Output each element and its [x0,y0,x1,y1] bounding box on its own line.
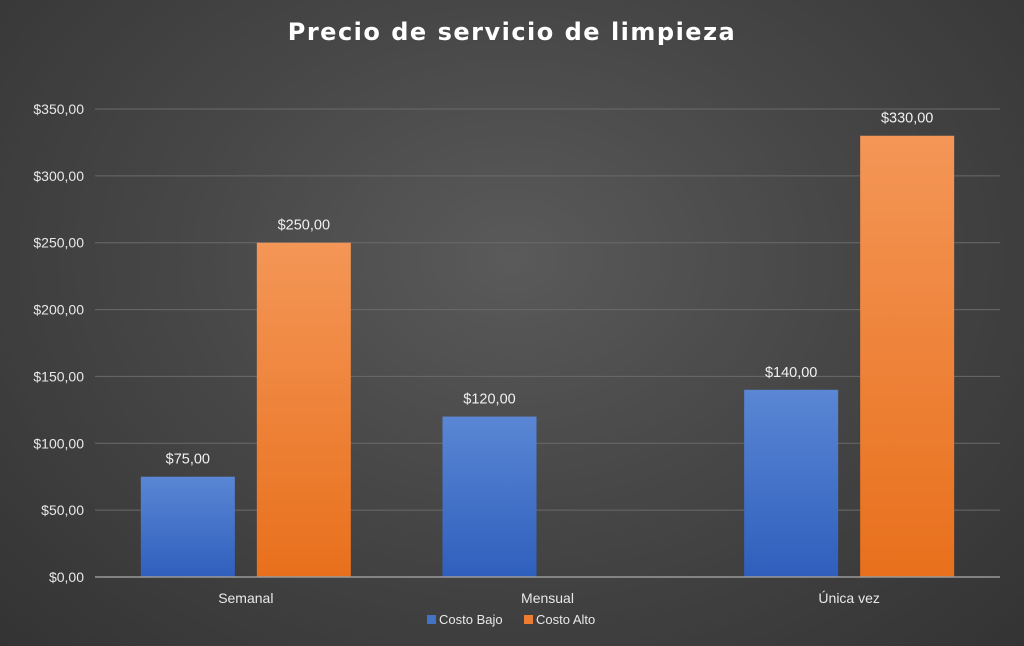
x-tick-label: Mensual [521,590,574,606]
bar-costo-bajo-mensual [442,416,537,577]
legend-item-costo-bajo: Costo Bajo [427,612,503,627]
y-tick-label: $250,00 [33,235,84,251]
data-label-costo-bajo-mensual: $120,00 [463,392,515,408]
y-tick-label: $200,00 [33,302,84,318]
legend: Costo Bajo Costo Alto [427,612,595,627]
chart-title: Precio de servicio de limpieza [288,18,737,46]
legend-label: Costo Bajo [439,612,503,627]
y-tick-label: $50,00 [41,502,84,518]
y-tick-label: $350,00 [33,101,84,117]
data-labels: $75,00 $250,00 $120,00 $140,00 $330,00 [166,111,934,468]
legend-item-costo-alto: Costo Alto [524,612,595,627]
y-tick-label: $100,00 [33,435,84,451]
data-label-costo-bajo-semanal: $75,00 [166,452,210,468]
gridlines [95,108,1000,511]
x-tick-label: Única vez [818,590,879,606]
y-tick-label: $150,00 [33,368,84,384]
legend-label: Costo Alto [536,612,595,627]
y-tick-label: $0,00 [49,569,84,585]
bar-costo-alto-semanal [256,242,351,577]
data-label-costo-alto-semanal: $250,00 [278,218,330,234]
data-label-costo-alto-unica-vez: $330,00 [881,111,933,127]
bar-costo-alto-unica-vez [860,135,955,577]
legend-swatch [427,615,436,624]
data-label-costo-bajo-unica-vez: $140,00 [765,365,817,381]
legend-swatch [524,615,533,624]
x-axis-tick-labels: Semanal Mensual Única vez [218,590,880,606]
x-tick-label: Semanal [218,590,273,606]
bar-costo-bajo-unica-vez [744,389,839,577]
bar-costo-bajo-semanal [140,476,235,577]
y-tick-label: $300,00 [33,168,84,184]
y-axis-tick-labels: $0,00 $50,00 $100,00 $150,00 $200,00 $250,00 $… [33,101,84,585]
bars [140,135,955,577]
